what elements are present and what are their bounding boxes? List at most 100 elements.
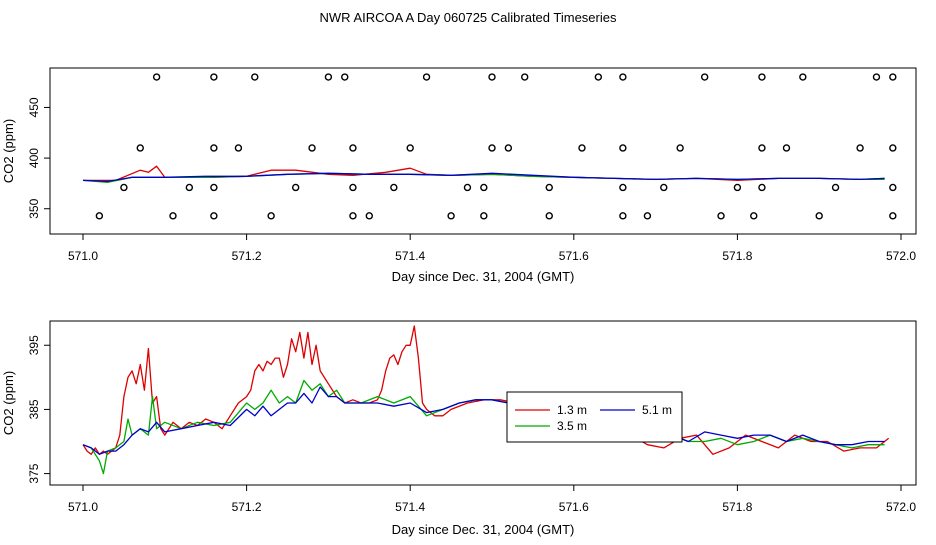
calibration-point	[889, 212, 897, 220]
calibration-point	[120, 183, 128, 192]
calibration-point	[169, 212, 177, 220]
series-line-5-1-m	[82, 172, 885, 183]
calibration-point	[545, 183, 553, 192]
calibration-point	[308, 144, 316, 152]
calibration-point	[856, 144, 864, 152]
series-line-3-5-m	[82, 172, 885, 184]
series-line-3-5-m	[82, 379, 885, 475]
calibration-point	[831, 183, 840, 192]
x-tick-label: 572.0	[886, 249, 916, 263]
calibration-point	[349, 144, 357, 152]
calibration-point	[717, 212, 725, 220]
calibration-point	[619, 183, 627, 192]
calibration-point	[660, 183, 668, 192]
calibration-point	[480, 183, 488, 192]
calibration-point	[341, 73, 349, 81]
calibration-point	[594, 73, 603, 81]
calibration-point	[504, 144, 513, 152]
calibration-point	[545, 212, 553, 220]
x-tick-label: 571.6	[559, 500, 589, 514]
y-tick-label: 375	[27, 463, 41, 483]
calibration-point	[251, 73, 259, 81]
calibration-point	[291, 183, 300, 192]
x-tick-label: 572.0	[886, 500, 916, 514]
x-tick-label: 571.0	[68, 249, 98, 263]
x-tick-label: 571.8	[722, 500, 752, 514]
calibration-point	[185, 183, 194, 192]
legend-label-1-3m: 1.3 m	[557, 403, 587, 417]
top-plot-marks	[82, 73, 897, 220]
y-tick-label: 395	[27, 335, 41, 355]
legend-label-5-1m: 5.1 m	[642, 403, 672, 417]
calibration-point	[349, 183, 357, 192]
calibration-point	[95, 212, 104, 220]
calibration-point	[210, 73, 218, 81]
chart-legend: 1.3 m 5.1 m 3.5 m	[506, 391, 683, 443]
bottom-plot-marks	[82, 325, 890, 475]
calibration-point	[152, 73, 161, 81]
calibration-point	[210, 183, 218, 192]
calibration-point	[889, 144, 897, 152]
calibration-point	[758, 144, 766, 152]
x-tick-label: 571.4	[395, 249, 425, 263]
calibration-point	[578, 144, 586, 152]
calibration-point	[643, 212, 652, 220]
calibration-point	[488, 144, 496, 152]
calibration-point	[889, 73, 897, 81]
calibration-point	[782, 144, 791, 152]
top-axes: 571.0 571.2 571.4 571.6 571.8 572.0 350 400 450	[27, 97, 916, 263]
figure-title: NWR AIRCOA A Day 060725 Calibrated Times…	[320, 10, 617, 25]
calibration-point	[365, 212, 373, 220]
calibration-point	[889, 183, 897, 192]
calibration-point	[619, 144, 627, 152]
calibration-point	[750, 212, 758, 220]
bottom-plot-frame	[49, 320, 917, 486]
calibration-point	[676, 144, 684, 152]
calibration-point	[422, 73, 431, 81]
bottom-y-axis-label: CO2 (ppm)	[1, 371, 16, 435]
calibration-point	[463, 183, 472, 192]
x-tick-label: 571.0	[68, 500, 98, 514]
calibration-point	[210, 212, 218, 220]
calibration-point	[872, 73, 881, 81]
x-tick-label: 571.6	[559, 249, 589, 263]
calibration-point	[488, 73, 496, 81]
calibration-point	[267, 212, 275, 220]
y-tick-label: 385	[27, 399, 41, 419]
bottom-x-axis-label: Day since Dec. 31, 2004 (GMT)	[392, 522, 575, 537]
top-panel: 571.0 571.2 571.4 571.6 571.8 572.0350400450 …	[1, 67, 917, 284]
calibration-point	[758, 183, 766, 192]
calibration-point	[406, 144, 414, 152]
top-x-axis-label: Day since Dec. 31, 2004 (GMT)	[392, 269, 575, 284]
calibration-point	[799, 73, 807, 81]
y-tick-label: 350	[27, 198, 41, 218]
calibration-point	[815, 212, 823, 220]
calibration-point	[700, 73, 709, 81]
x-tick-label: 571.4	[395, 500, 425, 514]
calibration-point	[349, 212, 357, 220]
series-line-5-1-m	[82, 386, 885, 455]
calibration-point	[758, 73, 766, 81]
bottom-axes: 571.0 571.2 571.4 571.6 571.8 572.0 375 385 395	[27, 335, 916, 514]
top-y-axis-label: CO2 (ppm)	[1, 119, 16, 183]
y-tick-label: 400	[27, 148, 41, 168]
x-tick-label: 571.2	[232, 500, 262, 514]
calibration-point	[324, 73, 333, 81]
calibration-point	[521, 73, 529, 81]
y-tick-label: 450	[27, 97, 41, 117]
legend-box	[506, 391, 683, 443]
calibration-point	[390, 183, 398, 192]
legend-label-3-5m: 3.5 m	[557, 419, 587, 433]
calibration-point	[234, 144, 243, 152]
calibration-point	[210, 144, 218, 152]
calibration-point	[619, 212, 627, 220]
calibration-point	[136, 144, 144, 152]
calibration-point	[480, 212, 488, 220]
x-tick-label: 571.2	[232, 249, 262, 263]
x-tick-label: 571.8	[722, 249, 752, 263]
bottom-panel: 571.0 571.2 571.4 571.6 571.8 572.0375385395 …	[1, 320, 917, 537]
calibration-point	[733, 183, 742, 192]
calibration-point	[619, 73, 627, 81]
